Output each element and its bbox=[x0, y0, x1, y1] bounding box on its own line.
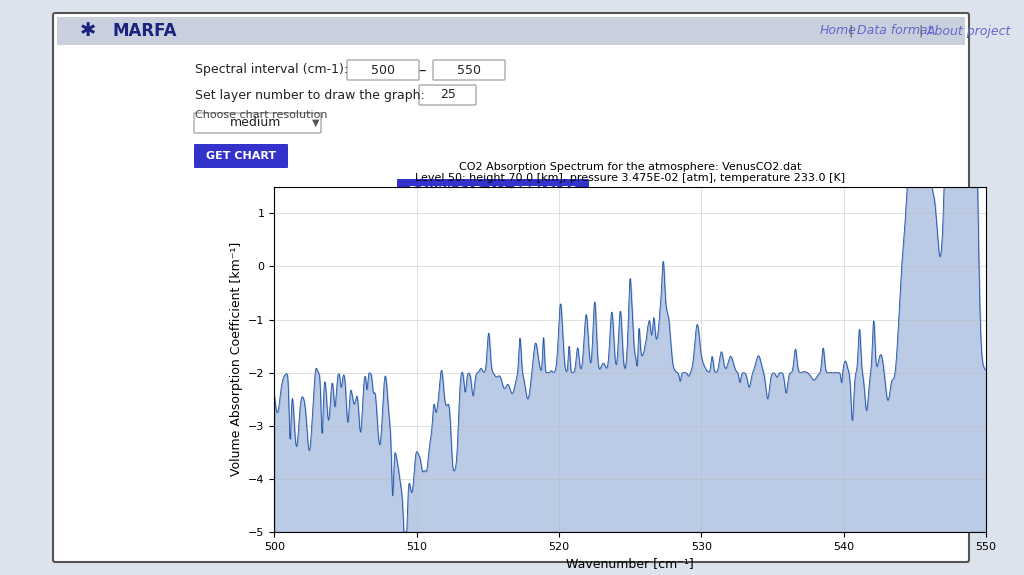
Text: Data format: Data format bbox=[857, 25, 933, 37]
Text: GET CHART: GET CHART bbox=[206, 151, 276, 161]
Text: DOWNLOAD ALL PT-TABLES: DOWNLOAD ALL PT-TABLES bbox=[409, 186, 577, 196]
Text: Choose chart resolution: Choose chart resolution bbox=[195, 110, 328, 120]
Text: medium: medium bbox=[230, 117, 282, 129]
Text: About project: About project bbox=[927, 25, 1012, 37]
Text: |: | bbox=[918, 25, 923, 37]
X-axis label: Wavenumber [cm⁻¹]: Wavenumber [cm⁻¹] bbox=[566, 557, 694, 570]
Text: Set layer number to draw the graph:: Set layer number to draw the graph: bbox=[195, 89, 425, 102]
Text: See the: See the bbox=[447, 210, 494, 220]
FancyBboxPatch shape bbox=[397, 179, 589, 203]
Text: Spectral interval (cm-1):: Spectral interval (cm-1): bbox=[195, 63, 348, 76]
FancyBboxPatch shape bbox=[433, 60, 505, 80]
Title: CO2 Absorption Spectrum for the atmosphere: VenusCO2.dat
Level 50: height 70.0 [: CO2 Absorption Spectrum for the atmosphe… bbox=[415, 162, 846, 183]
Text: |: | bbox=[848, 25, 852, 37]
Text: ▼: ▼ bbox=[312, 118, 319, 128]
FancyBboxPatch shape bbox=[53, 13, 969, 562]
Text: 500: 500 bbox=[371, 63, 395, 76]
Y-axis label: Volume Absorption Coefficient [km⁻¹]: Volume Absorption Coefficient [km⁻¹] bbox=[229, 242, 243, 477]
Text: 25: 25 bbox=[440, 89, 456, 102]
Bar bbox=[57, 17, 965, 45]
Text: data format: data format bbox=[483, 210, 549, 220]
FancyBboxPatch shape bbox=[194, 144, 288, 168]
Text: –: – bbox=[418, 63, 426, 78]
FancyBboxPatch shape bbox=[194, 113, 321, 133]
FancyBboxPatch shape bbox=[347, 60, 419, 80]
Text: MARFA: MARFA bbox=[113, 22, 177, 40]
Text: ✱: ✱ bbox=[80, 21, 96, 40]
FancyBboxPatch shape bbox=[419, 85, 476, 105]
Text: Home: Home bbox=[820, 25, 857, 37]
Text: 550: 550 bbox=[457, 63, 481, 76]
